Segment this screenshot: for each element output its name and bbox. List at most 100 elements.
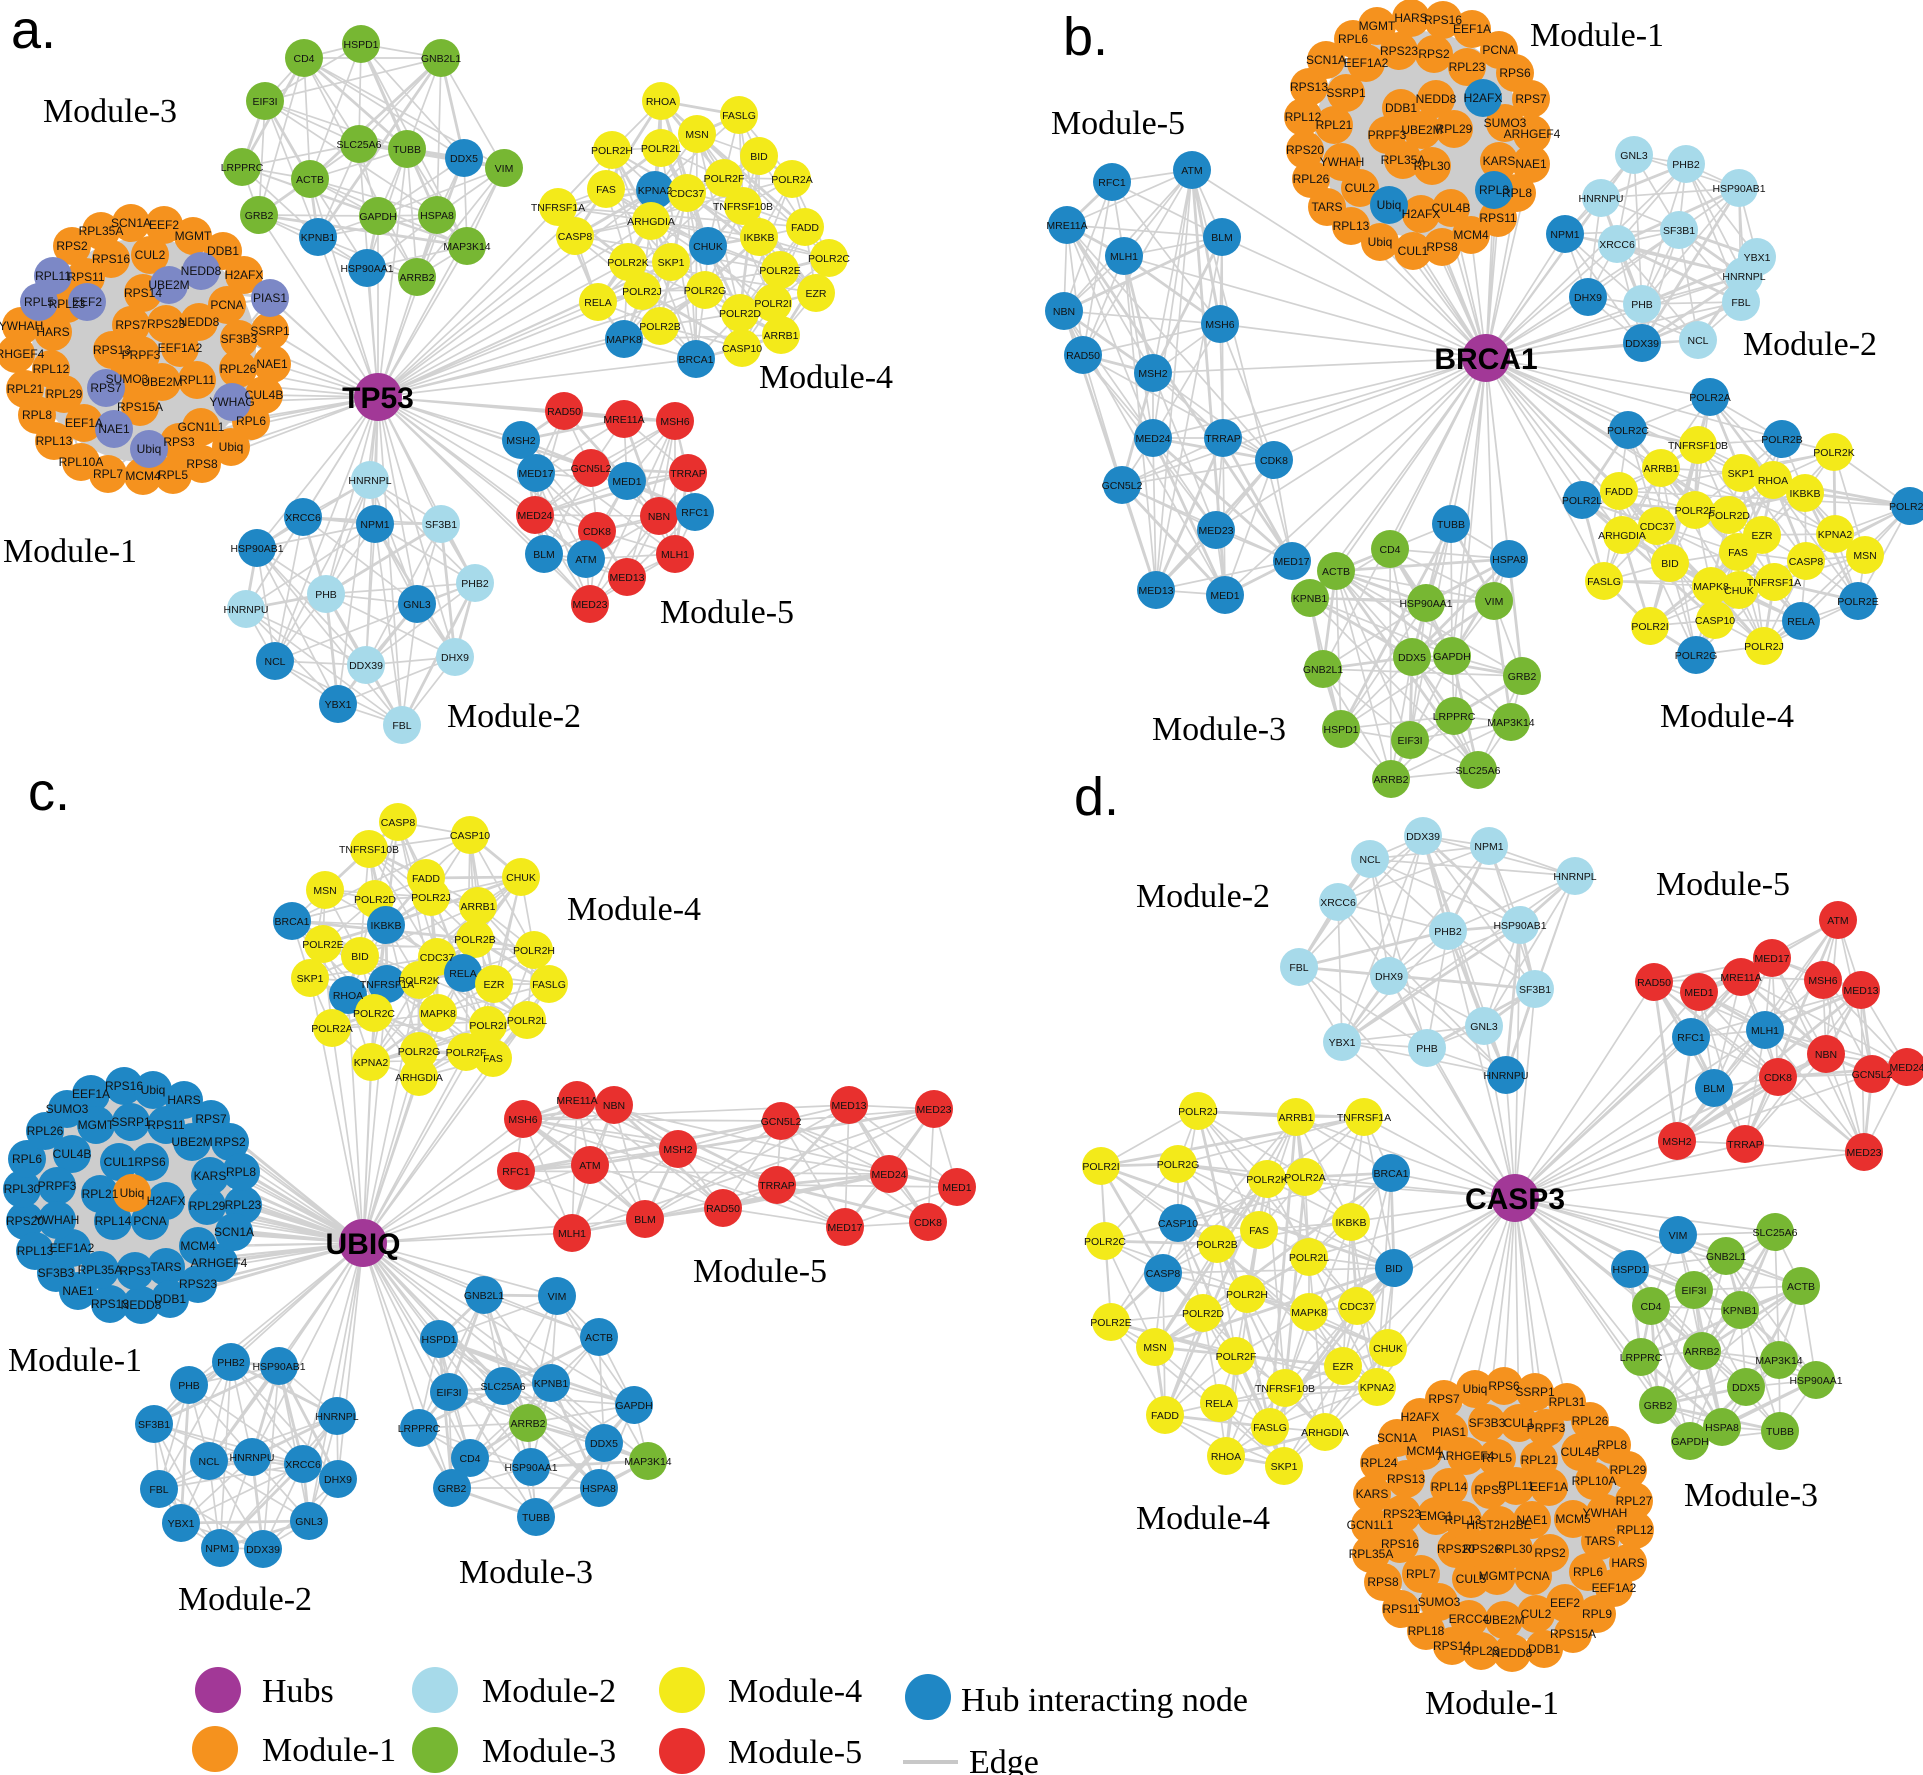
svg-text:MED24: MED24 <box>1889 1062 1923 1074</box>
svg-text:POLR2B: POLR2B <box>1196 1239 1237 1251</box>
svg-text:H2AFX: H2AFX <box>225 268 264 282</box>
svg-text:CDC37: CDC37 <box>670 188 705 200</box>
svg-text:CHUK: CHUK <box>1724 585 1754 597</box>
svg-text:PHB2: PHB2 <box>1434 926 1462 938</box>
svg-text:NAE1: NAE1 <box>98 422 130 436</box>
svg-text:MSH2: MSH2 <box>663 1144 692 1156</box>
svg-text:POLR2D: POLR2D <box>1182 1308 1224 1320</box>
svg-text:RELA: RELA <box>449 968 476 980</box>
svg-text:VIM: VIM <box>548 1291 567 1303</box>
svg-text:NPM1: NPM1 <box>1474 841 1503 853</box>
svg-text:MAP3K14: MAP3K14 <box>443 241 490 253</box>
svg-text:TUBB: TUBB <box>522 1512 550 1524</box>
svg-text:RPS2: RPS2 <box>214 1135 246 1149</box>
svg-text:MSH6: MSH6 <box>1205 319 1234 331</box>
svg-text:RPS8: RPS8 <box>186 457 218 471</box>
svg-text:ARRB1: ARRB1 <box>1643 463 1678 475</box>
svg-text:HSP90AB1: HSP90AB1 <box>1493 920 1546 932</box>
svg-text:Module-1: Module-1 <box>262 1732 396 1769</box>
svg-text:KPNA2: KPNA2 <box>1360 1382 1395 1394</box>
svg-text:EIF3I: EIF3I <box>1681 1285 1706 1297</box>
svg-text:RPS23: RPS23 <box>179 1277 217 1291</box>
svg-text:POLR2A: POLR2A <box>771 174 812 186</box>
svg-text:Module-5: Module-5 <box>728 1734 862 1771</box>
svg-text:Module-3: Module-3 <box>1152 711 1286 748</box>
svg-text:GCN1L1: GCN1L1 <box>178 420 225 434</box>
svg-text:FAS: FAS <box>1249 1225 1269 1237</box>
svg-text:RPS13: RPS13 <box>1290 80 1328 94</box>
svg-text:MED24: MED24 <box>517 510 552 522</box>
svg-text:SF3B3: SF3B3 <box>1469 1416 1506 1430</box>
svg-text:SKP1: SKP1 <box>297 973 324 985</box>
svg-text:EEF1A2: EEF1A2 <box>1592 1581 1637 1595</box>
svg-text:NCL: NCL <box>264 656 285 668</box>
svg-text:Ubiq: Ubiq <box>137 442 162 456</box>
svg-text:MCM4: MCM4 <box>1453 228 1489 242</box>
svg-text:RPL23: RPL23 <box>49 297 86 311</box>
svg-text:FAS: FAS <box>483 1053 503 1065</box>
svg-text:RPS20: RPS20 <box>1286 143 1324 157</box>
svg-text:HSPD1: HSPD1 <box>343 39 378 51</box>
svg-text:UBE2M: UBE2M <box>1483 1613 1524 1627</box>
svg-text:ARHGEF4: ARHGEF4 <box>191 1256 248 1270</box>
svg-text:CUL2: CUL2 <box>135 248 166 262</box>
svg-text:UBE2M: UBE2M <box>148 278 189 292</box>
svg-text:RPL13: RPL13 <box>1445 1513 1482 1527</box>
svg-text:POLR2K: POLR2K <box>1246 1174 1287 1186</box>
svg-text:RPS11: RPS11 <box>1382 1602 1419 1616</box>
svg-text:ARRB2: ARRB2 <box>1373 774 1408 786</box>
svg-text:MAPK8: MAPK8 <box>1693 581 1729 593</box>
svg-text:HSP90AB1: HSP90AB1 <box>1712 183 1765 195</box>
svg-text:BRCA1: BRCA1 <box>274 916 309 928</box>
svg-text:XRCC6: XRCC6 <box>1320 897 1356 909</box>
svg-text:RPS7: RPS7 <box>1428 1392 1460 1406</box>
svg-text:RAD50: RAD50 <box>1066 350 1100 362</box>
svg-text:BID: BID <box>750 151 768 163</box>
svg-text:SKP1: SKP1 <box>1271 1461 1298 1473</box>
svg-text:MSN: MSN <box>1853 550 1876 562</box>
svg-text:RPL3: RPL3 <box>1479 183 1509 197</box>
svg-text:RPL8: RPL8 <box>226 1165 256 1179</box>
svg-text:HNRNPL: HNRNPL <box>1722 271 1765 283</box>
svg-text:HSP90AA1: HSP90AA1 <box>1399 598 1452 610</box>
svg-text:MSH6: MSH6 <box>508 1114 537 1126</box>
svg-text:RPL5: RPL5 <box>1482 1451 1512 1465</box>
svg-text:DDX39: DDX39 <box>349 660 383 672</box>
svg-text:KPNB1: KPNB1 <box>1293 593 1328 605</box>
svg-text:MCM4: MCM4 <box>1406 1444 1442 1458</box>
svg-text:RHOA: RHOA <box>1758 475 1788 487</box>
svg-text:DDB1: DDB1 <box>1528 1642 1560 1656</box>
svg-text:MED1: MED1 <box>1210 590 1239 602</box>
svg-text:GRB2: GRB2 <box>438 1483 467 1495</box>
svg-text:HNRNPL: HNRNPL <box>1553 871 1596 883</box>
svg-text:MED24: MED24 <box>871 1169 906 1181</box>
svg-text:SLC25A6: SLC25A6 <box>481 1381 526 1393</box>
svg-text:TUBB: TUBB <box>1766 1426 1794 1438</box>
svg-text:RPL35A: RPL35A <box>1381 153 1426 167</box>
svg-text:MGMT: MGMT <box>1359 19 1396 33</box>
svg-text:GAPDH: GAPDH <box>1671 1436 1708 1448</box>
svg-text:H2AFX: H2AFX <box>1464 91 1503 105</box>
svg-text:DDB1: DDB1 <box>207 244 239 258</box>
svg-text:BLM: BLM <box>1703 1083 1725 1095</box>
svg-text:TNFRSF1A: TNFRSF1A <box>360 979 414 991</box>
svg-text:ARRB1: ARRB1 <box>1278 1112 1313 1124</box>
svg-text:RPL30: RPL30 <box>1496 1542 1533 1556</box>
svg-text:Module-1: Module-1 <box>8 1342 142 1379</box>
svg-text:HNRNPL: HNRNPL <box>348 475 391 487</box>
svg-text:LRPPRC: LRPPRC <box>221 162 264 174</box>
svg-text:FBL: FBL <box>1289 962 1308 974</box>
svg-text:BRCA1: BRCA1 <box>1373 1168 1408 1180</box>
svg-text:EEF2: EEF2 <box>1550 1596 1580 1610</box>
svg-text:RPL11: RPL11 <box>1498 1479 1534 1493</box>
svg-text:MSN: MSN <box>1143 1342 1166 1354</box>
svg-text:MED13: MED13 <box>1138 585 1173 597</box>
svg-text:CASP8: CASP8 <box>1789 556 1824 568</box>
svg-text:CUL4B: CUL4B <box>245 388 284 402</box>
svg-text:ARRB1: ARRB1 <box>763 330 798 342</box>
svg-text:RPS26: RPS26 <box>1463 1542 1501 1556</box>
svg-text:DDB1: DDB1 <box>154 1292 186 1306</box>
svg-text:HIST2H2BE: HIST2H2BE <box>1466 1518 1531 1532</box>
svg-text:HSP90AA1: HSP90AA1 <box>1789 1375 1842 1387</box>
svg-text:RPS2: RPS2 <box>56 239 88 253</box>
